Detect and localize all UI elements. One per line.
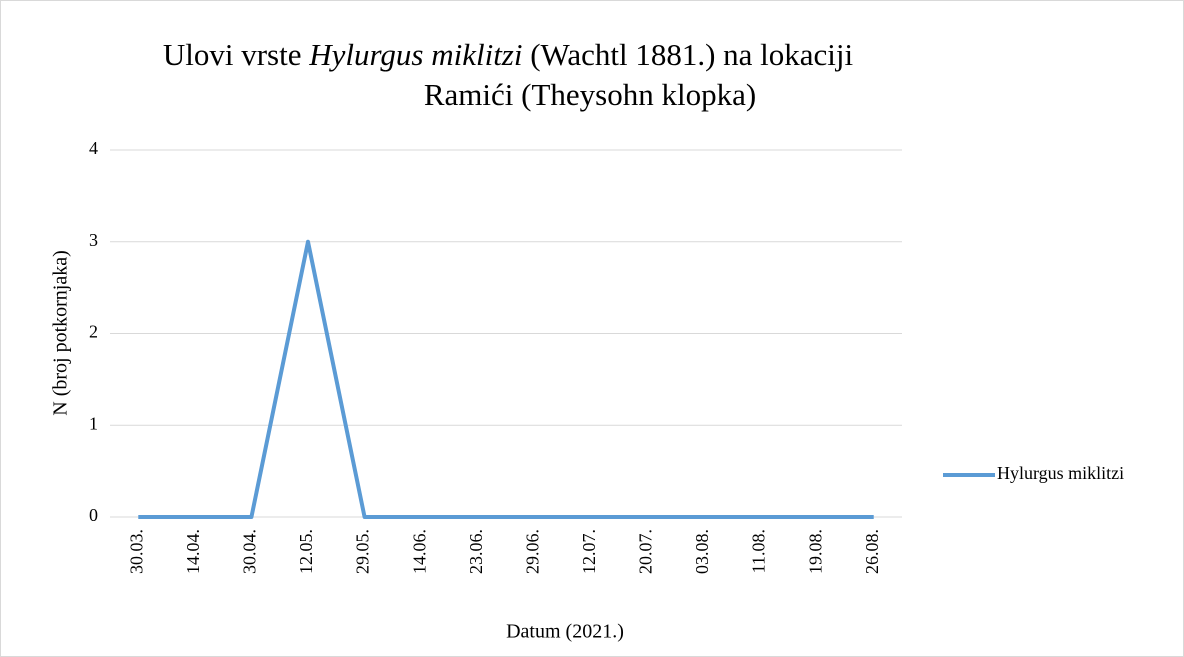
- title-part: Hylurgus miklitzi: [308, 37, 522, 72]
- data-line: [138, 239, 874, 519]
- legend-label: Hylurgus miklitzi: [997, 463, 1124, 483]
- x-tick-label: 23.06.: [466, 529, 486, 574]
- title-part: (Wachtl 1881.) na lokaciji: [522, 37, 853, 72]
- y-tick-label: 4: [89, 138, 98, 158]
- x-tick-label: 30.03.: [126, 529, 146, 574]
- x-tick-label: 30.04.: [240, 529, 260, 574]
- y-axis-title: N (broj potkornjaka): [50, 250, 72, 416]
- title-part: Ulovi vrste: [163, 37, 309, 72]
- x-tick-label: 12.05.: [296, 529, 316, 574]
- x-tick-label: 11.08.: [749, 529, 769, 573]
- x-tick-label: 12.07.: [579, 529, 599, 574]
- x-tick-label: 29.06.: [522, 529, 542, 574]
- x-tick-label: 29.05.: [353, 529, 373, 574]
- y-tick-label: 2: [89, 322, 98, 342]
- x-tick-label: 14.04.: [183, 529, 203, 574]
- y-tick-label: 1: [89, 413, 98, 433]
- x-tick-label: 14.06.: [409, 529, 429, 574]
- x-axis-title: Datum (2021.): [506, 621, 624, 643]
- y-tick-label: 0: [89, 505, 98, 525]
- chart-title: Ramići (Theysohn klopka): [424, 77, 756, 112]
- x-tick-label: 20.07.: [636, 529, 656, 574]
- x-tick-label: 19.08.: [805, 529, 825, 574]
- x-tick-label: 26.08.: [862, 529, 882, 574]
- x-tick-label: 03.08.: [692, 529, 712, 574]
- y-tick-label: 3: [89, 230, 98, 250]
- chart-title: Ulovi vrste Hylurgus miklitzi (Wachtl 18…: [163, 37, 854, 72]
